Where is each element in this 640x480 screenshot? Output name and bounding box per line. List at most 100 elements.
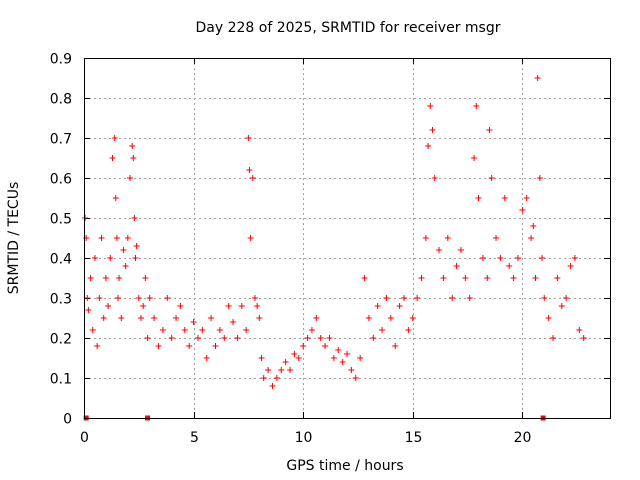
x-tick-label: 20 [514,430,532,446]
data-point [254,303,261,309]
data-point [142,275,149,281]
data-point [414,295,421,301]
data-point [258,355,265,361]
y-tick-label: 0.1 [50,372,72,388]
data-point [352,375,359,381]
data-point [475,195,482,201]
x-tick-label: 15 [405,430,423,446]
data-point [82,215,89,221]
data-point [94,343,101,349]
data-point [449,295,456,301]
plot-frame [84,58,611,419]
data-point [109,155,116,161]
data-point [287,367,294,373]
data-point [130,155,137,161]
data-point [98,235,105,241]
data-point [365,315,372,321]
data-point [245,135,252,141]
data-point [168,335,175,341]
y-tick-label: 0.4 [50,252,72,268]
data-point [216,327,223,333]
data-point [536,175,543,181]
data-point [140,303,147,309]
data-point [127,175,134,181]
data-point [221,335,228,341]
data-point [418,275,425,281]
data-point [225,303,232,309]
data-point [534,75,541,81]
data-point [576,327,583,333]
chart-title: Day 228 of 2025, SRMTID for receiver msg… [196,20,501,36]
data-point [291,351,298,357]
data-point [300,343,307,349]
data-point [317,335,324,341]
data-point [514,255,521,261]
data-point [519,207,526,213]
x-axis-label: GPS time / hours [286,458,403,474]
data-point [348,367,355,373]
data-point [238,303,245,309]
data-point [269,383,276,389]
data-point [135,295,142,301]
data-point [493,235,500,241]
data-point [335,347,342,353]
data-point [431,175,438,181]
y-tick-label: 0.6 [50,172,72,188]
data-point [429,127,436,133]
data-point [396,303,403,309]
data-point [473,103,480,109]
data-point [212,343,219,349]
data-point [114,295,121,301]
data-point [102,275,109,281]
data-point [96,295,103,301]
data-point [510,275,517,281]
data-point [260,375,267,381]
data-point [383,295,390,301]
data-point [392,343,399,349]
data-point [436,247,443,253]
data-point [313,315,320,321]
x-tick-label: 0 [80,430,89,446]
y-tick-label: 0.9 [50,52,72,68]
data-point [116,275,123,281]
data-point [357,355,364,361]
data-point [370,335,377,341]
data-point [155,343,162,349]
data-point [488,175,495,181]
y-tick-label: 0 [63,412,72,428]
data-point [91,255,98,261]
data-point [173,315,180,321]
x-tick-label: 10 [295,430,313,446]
data-point [208,315,215,321]
data-point [550,335,557,341]
data-point [247,235,254,241]
data-point [190,319,197,325]
y-tick-label: 0.5 [50,212,72,228]
data-point [132,255,139,261]
data-point [251,295,258,301]
y-tick-label: 0.2 [50,332,72,348]
data-point [181,327,188,333]
data-point [471,155,478,161]
data-point [124,235,131,241]
data-point [326,335,333,341]
data-point [230,319,237,325]
data-point [330,355,337,361]
data-point [528,235,535,241]
data-points [82,75,587,421]
data-point [506,263,513,269]
data-point [186,343,193,349]
data-point [234,335,241,341]
grid-lines [84,58,610,418]
data-point [249,175,256,181]
data-point [308,327,315,333]
data-point [256,315,263,321]
data-point [558,303,565,309]
data-point [409,315,416,321]
data-point [405,327,412,333]
data-point [105,303,112,309]
y-axis-label: SRMTID / TECUs [6,182,22,295]
data-point [144,335,151,341]
